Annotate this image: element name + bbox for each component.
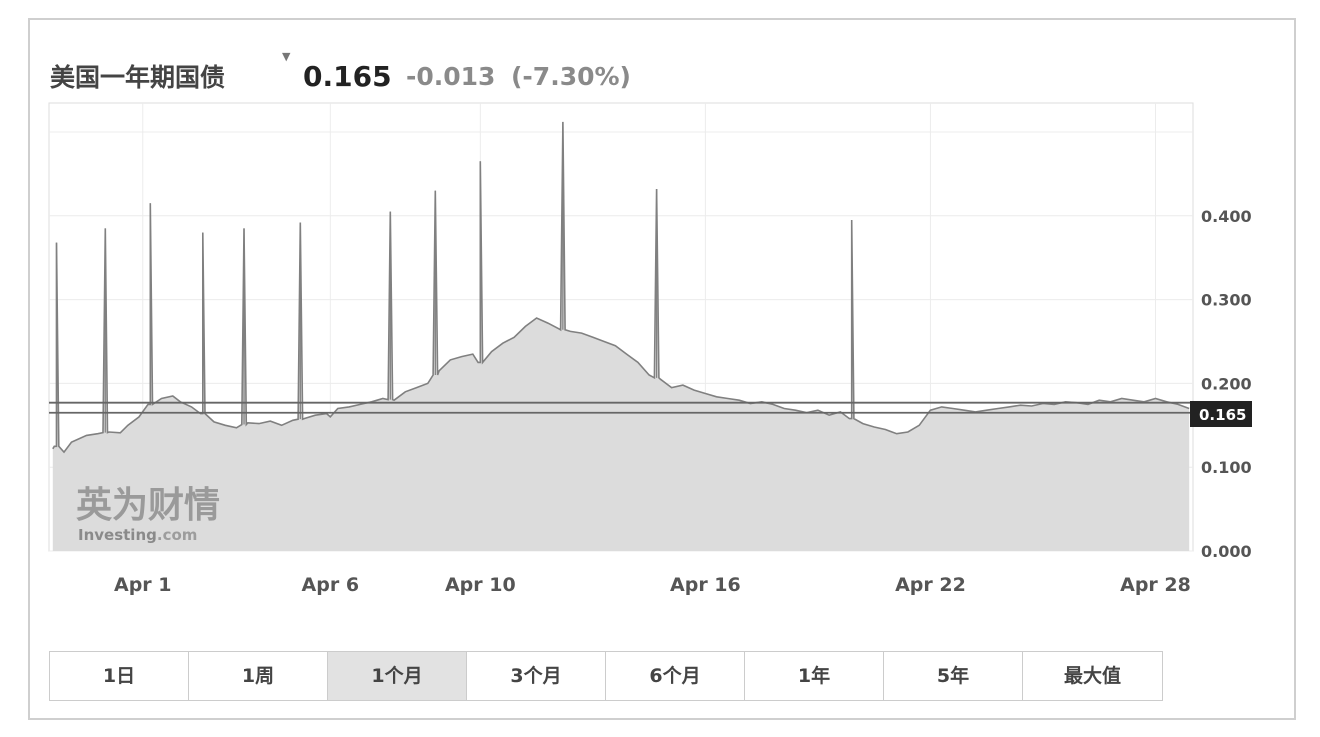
watermark-cn: 英为财情 — [76, 484, 220, 526]
watermark: 英为财情 Investing.com — [76, 484, 220, 544]
spike-series — [55, 121, 853, 447]
x-tick-label: Apr 22 — [895, 574, 966, 596]
yield-line — [52, 121, 1190, 454]
period-button-6[interactable]: 5年 — [884, 652, 1023, 700]
x-tick-label: Apr 6 — [302, 574, 360, 596]
period-button-7[interactable]: 最大值 — [1023, 652, 1162, 700]
period-button-3[interactable]: 3个月 — [467, 652, 606, 700]
period-selector: 1日 1周 1个月 3个月 6个月 1年 5年 最大值 — [49, 651, 1163, 701]
yield-chart[interactable]: 英为财情 Investing.com 0.0000.1000.2000.3000… — [0, 0, 1320, 640]
last-price: 0.165 — [303, 60, 392, 93]
x-axis: Apr 1 Apr 6 Apr 10 Apr 16 Apr 22 Apr 28 — [114, 574, 1191, 596]
watermark-en: Investing.com — [78, 526, 197, 544]
period-button-5[interactable]: 1年 — [745, 652, 884, 700]
period-button-0[interactable]: 1日 — [50, 652, 189, 700]
y-axis: 0.000 0.100 0.200 0.300 0.400 — [1201, 207, 1252, 561]
x-tick-label: Apr 10 — [445, 574, 516, 596]
current-value-box — [1190, 401, 1252, 427]
price-change-percent: (-7.30%) — [511, 62, 631, 91]
dropdown-marker-icon[interactable]: ▼ — [282, 50, 291, 63]
y-tick-label: 0.300 — [1201, 291, 1252, 310]
y-tick-label: 0.100 — [1201, 458, 1252, 477]
y-tick-label: 0.000 — [1201, 542, 1252, 561]
x-tick-label: Apr 1 — [114, 574, 172, 596]
current-value-pointer: 0.165 — [1190, 401, 1252, 427]
period-button-4[interactable]: 6个月 — [606, 652, 745, 700]
y-tick-label: 0.400 — [1201, 207, 1252, 226]
period-button-1[interactable]: 1周 — [189, 652, 328, 700]
y-tick-label: 0.200 — [1201, 374, 1252, 393]
instrument-title: 美国一年期国债 — [50, 63, 226, 92]
price-change: -0.013 — [406, 62, 496, 91]
period-button-2[interactable]: 1个月 — [328, 652, 467, 700]
x-tick-label: Apr 16 — [670, 574, 741, 596]
x-tick-label: Apr 28 — [1120, 574, 1191, 596]
reference-lines — [49, 401, 1193, 414]
yield-area — [52, 121, 1190, 552]
current-value-label: 0.165 — [1199, 406, 1246, 424]
